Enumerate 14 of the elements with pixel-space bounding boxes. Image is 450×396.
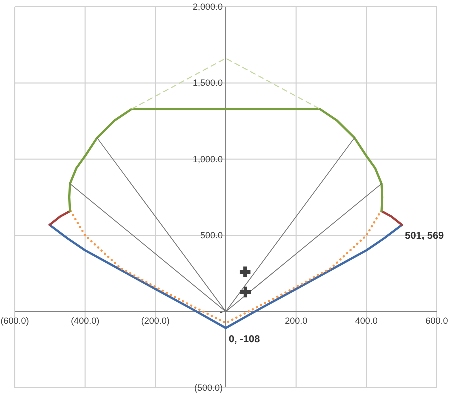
y-tick-label: - — [220, 306, 223, 317]
y-tick-label: 2,000.0 — [192, 2, 223, 12]
annotation: 501, 569 — [405, 231, 445, 242]
y-tick-label: 500.0 — [200, 230, 223, 241]
x-tick-label: 400.0 — [355, 316, 378, 326]
x-tick-label: (200.0) — [141, 316, 170, 326]
y-tick-label: 1,500.0 — [192, 78, 223, 88]
x-tick-label: (600.0) — [0, 316, 30, 326]
y-tick-label: (500.0) — [194, 382, 223, 393]
x-tick-label: 200.0 — [285, 316, 308, 326]
x-tick-label: 600.0 — [426, 316, 448, 326]
x-tick-label: (400.0) — [71, 316, 100, 326]
y-tick-label: 1,000.0 — [192, 154, 223, 164]
annotation: 0, -108 — [229, 334, 261, 346]
